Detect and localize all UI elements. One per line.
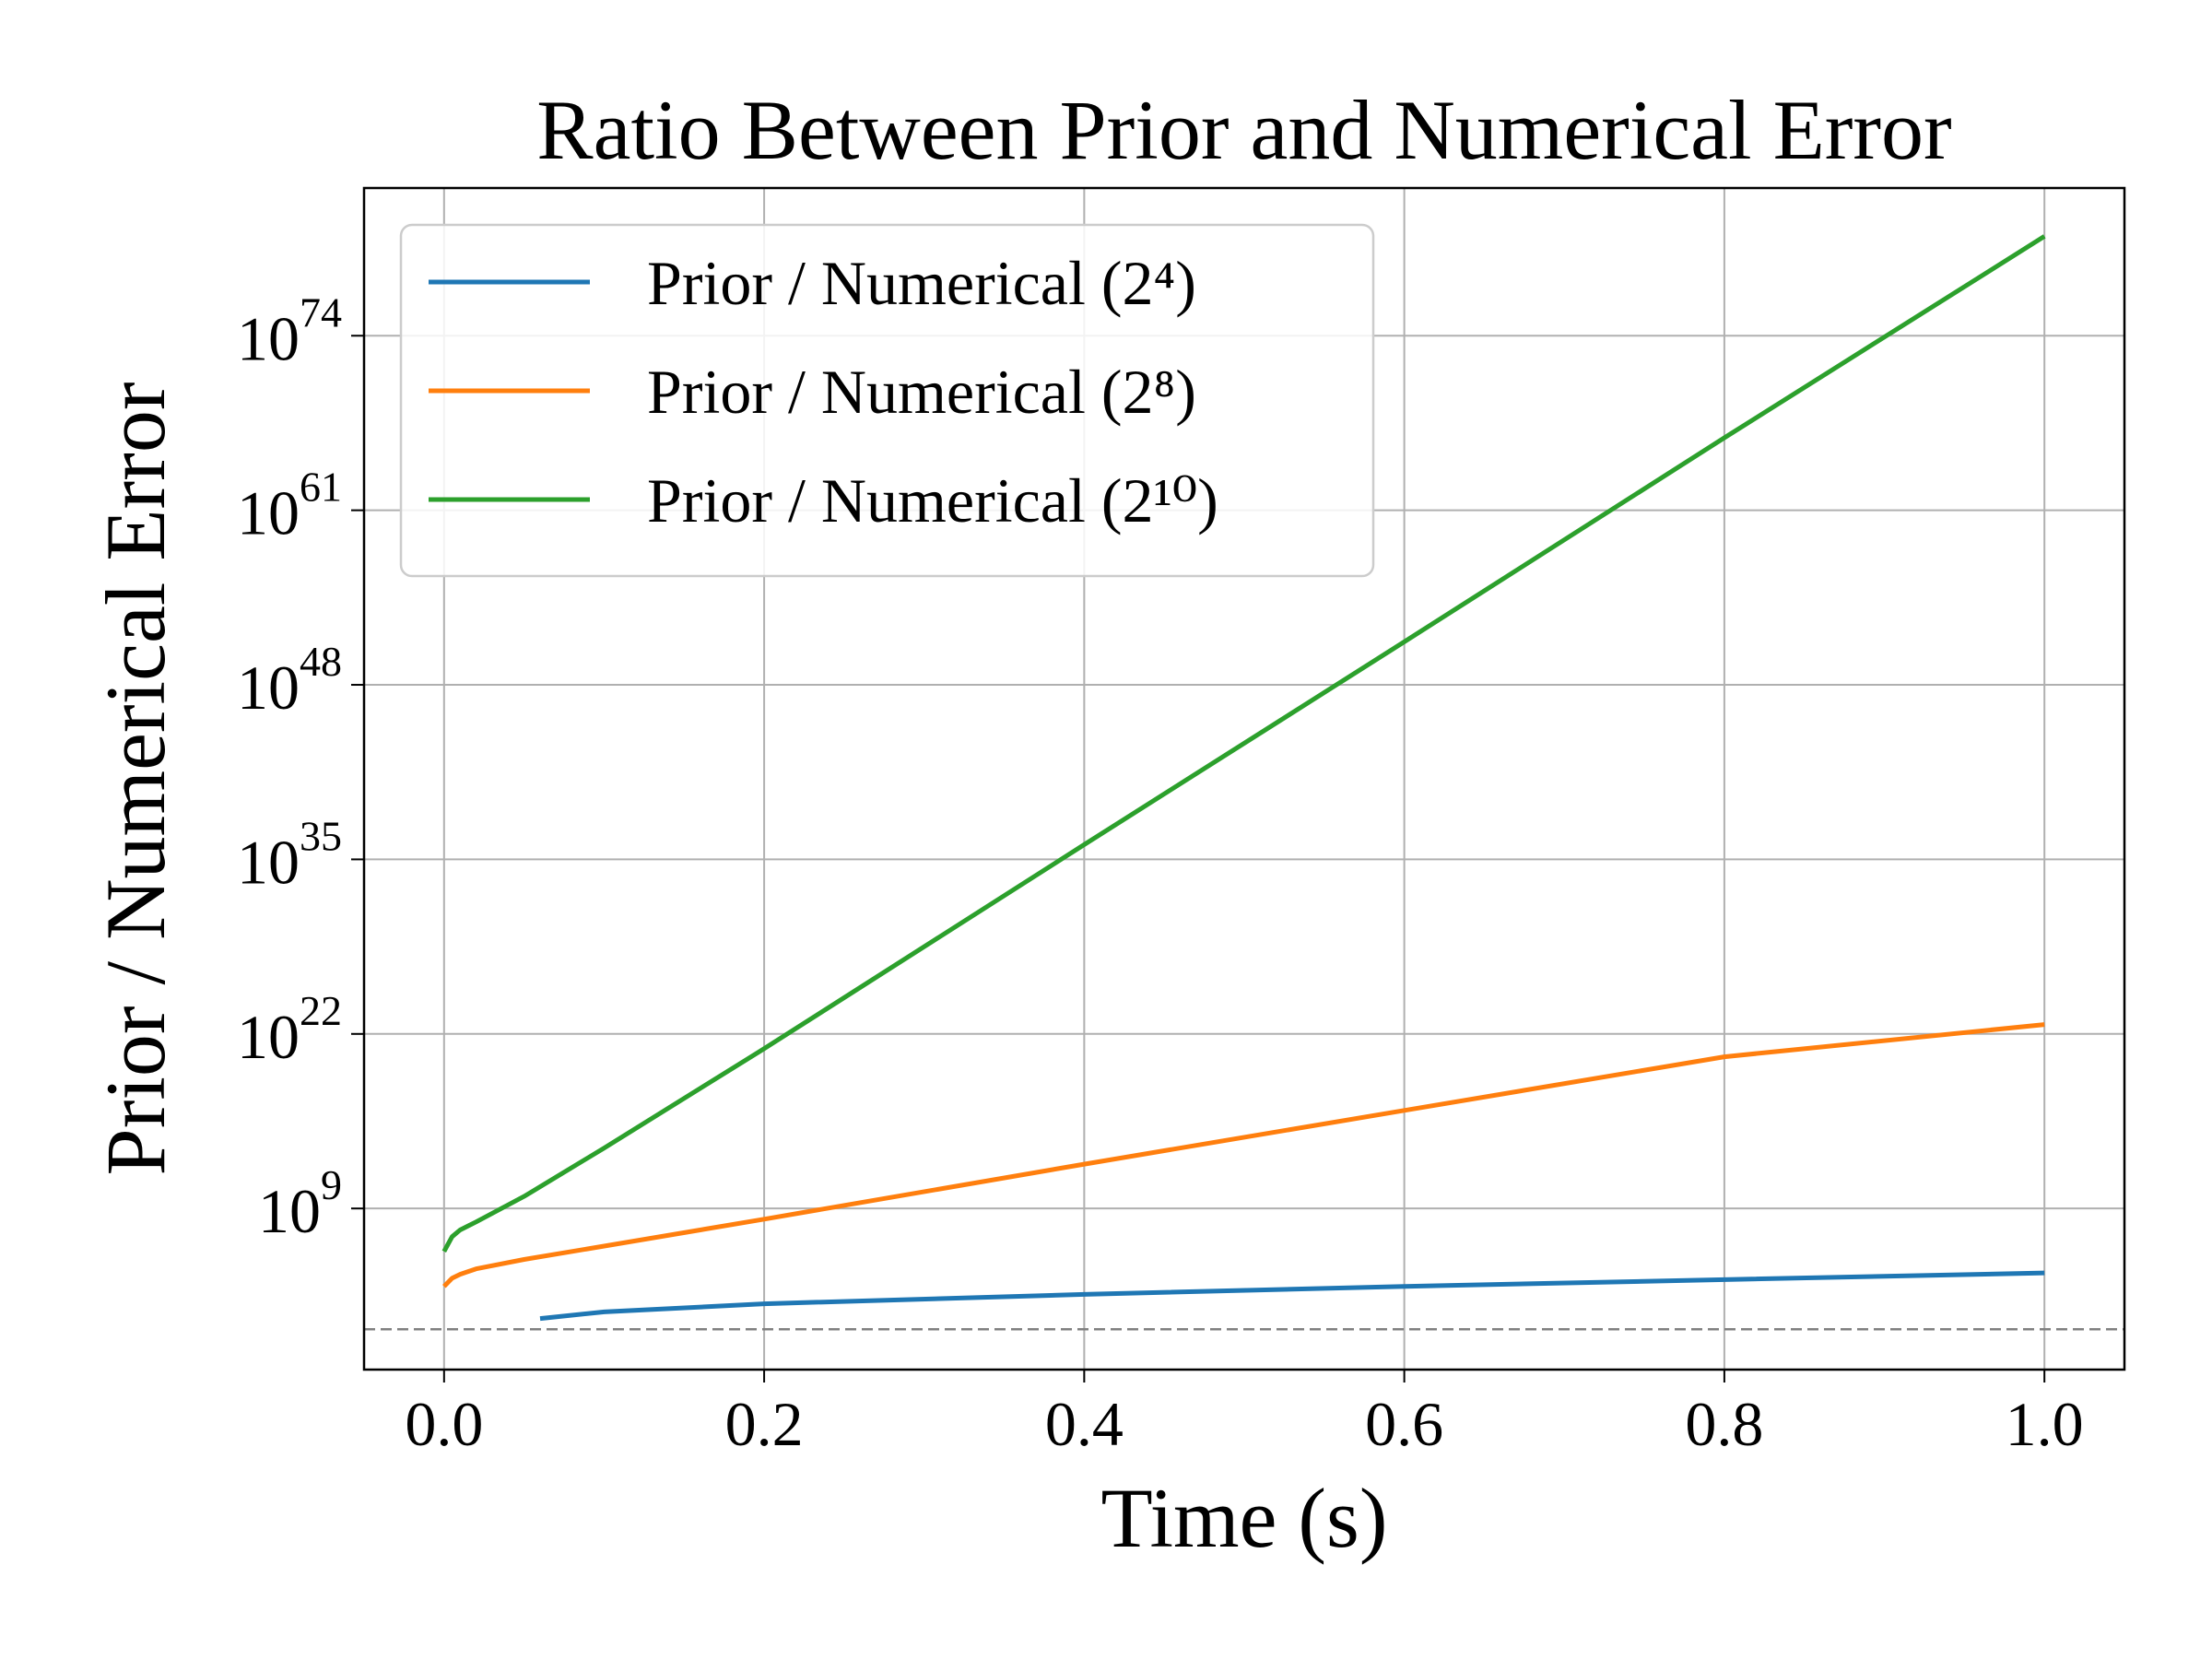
y-tick-label-5: 1074 [237,288,342,373]
series-line-0 [539,1270,2045,1322]
x-tick-label-5: 1.0 [2006,1389,2084,1459]
x-tick-label-3: 0.6 [1365,1389,1443,1459]
x-tick-label-0: 0.0 [405,1389,483,1459]
legend-frame [399,223,1375,578]
chart-title: Ratio Between Prior and Numerical Error [536,83,1951,177]
legend-label-2: Prior / Numerical (2¹⁰) [647,465,1218,535]
legend-items: Prior / Numerical (2⁴) Prior / Numerical … [429,248,1218,535]
y-tick-label-0: 109 [258,1161,342,1246]
x-tick-label-2: 0.4 [1045,1389,1124,1459]
y-axis-label: Prior / Numerical Error [88,382,182,1176]
x-tick-label-4: 0.8 [1685,1389,1763,1459]
x-tick-label-1: 0.2 [725,1389,804,1459]
y-tick-label-4: 1061 [237,464,342,548]
legend-label-1: Prior / Numerical (2⁸) [647,357,1196,427]
y-axis-ticks: 109 1022 1035 1048 1061 1074 [237,288,364,1246]
legend-label-0: Prior / Numerical (2⁴) [647,248,1196,318]
x-axis-ticks: 0.0 0.2 0.4 0.6 0.8 1.0 [405,1370,2084,1459]
y-tick-label-3: 1048 [237,638,342,723]
series-line-1 [442,1022,2045,1288]
plot-area-frame [362,186,2126,1371]
x-axis-label: Time (s) [1101,1471,1388,1565]
series-group [441,234,2046,1322]
y-tick-label-1: 1022 [237,987,342,1072]
legend: Prior / Numerical (2⁴) Prior / Numerical … [399,223,1375,578]
series-line-2 [441,234,2046,1253]
y-tick-label-2: 1035 [237,812,342,897]
